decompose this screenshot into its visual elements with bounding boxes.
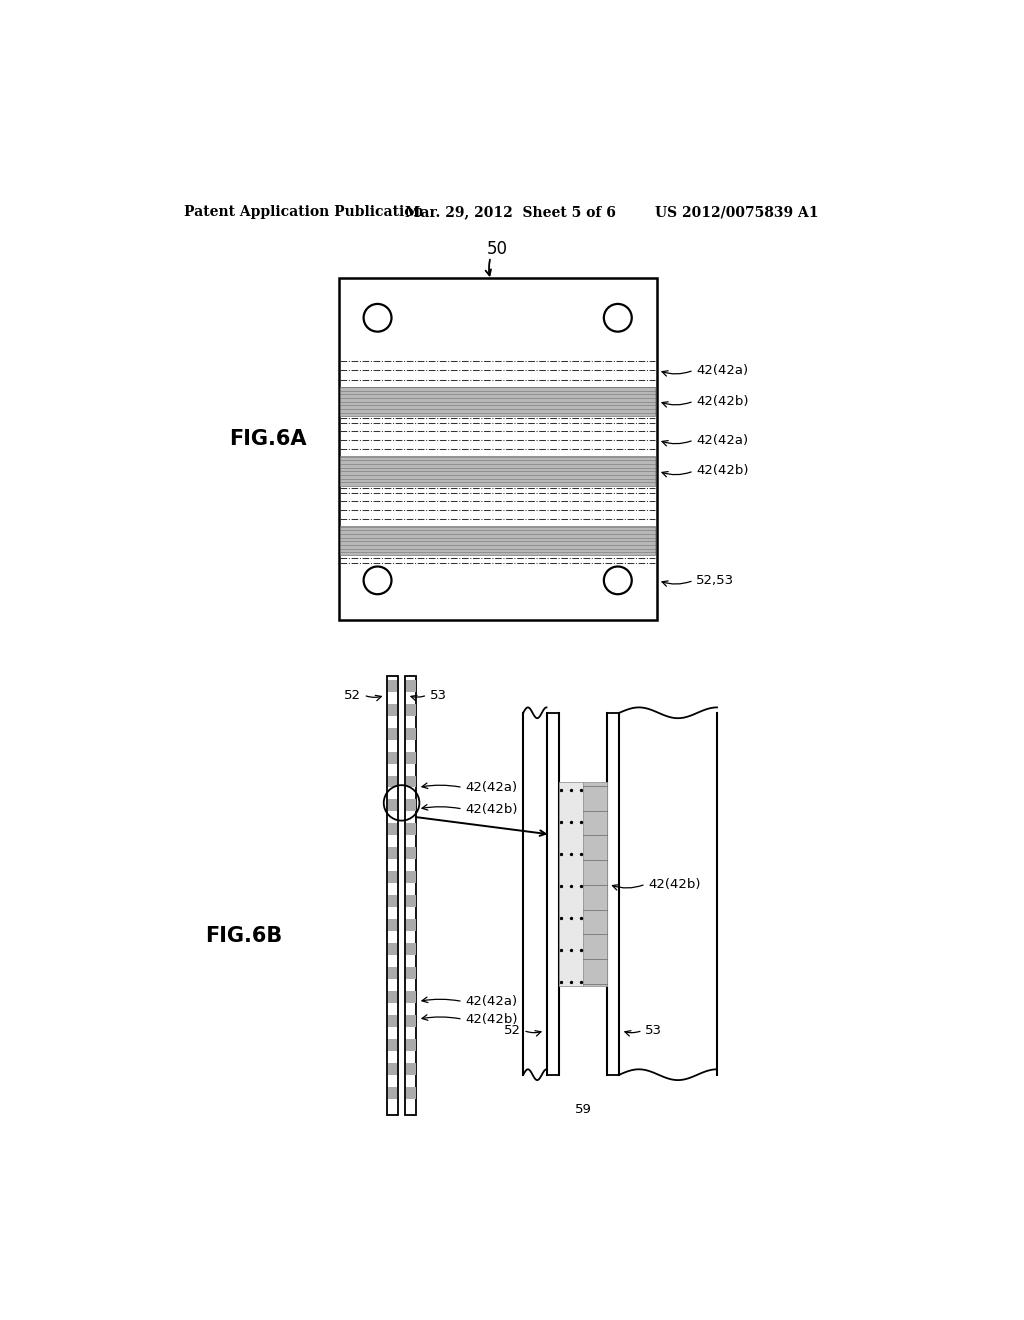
- Text: 53: 53: [645, 1024, 662, 1038]
- Bar: [388, 944, 397, 956]
- Text: 42(42b): 42(42b): [648, 878, 700, 891]
- Bar: [388, 968, 397, 979]
- Bar: [407, 895, 416, 907]
- Text: FIG.6A: FIG.6A: [228, 429, 306, 449]
- Bar: [388, 871, 397, 883]
- Bar: [388, 751, 397, 763]
- Bar: [407, 824, 416, 836]
- Bar: [407, 1063, 416, 1074]
- Bar: [340, 457, 655, 486]
- Bar: [407, 991, 416, 1003]
- Bar: [388, 991, 397, 1003]
- Bar: [340, 387, 655, 416]
- Bar: [388, 704, 397, 715]
- Bar: [407, 727, 416, 739]
- Bar: [407, 944, 416, 956]
- Text: 42(42b): 42(42b): [696, 395, 749, 408]
- Bar: [340, 527, 655, 556]
- Text: 42(42a): 42(42a): [465, 995, 517, 1008]
- Bar: [388, 1015, 397, 1027]
- Bar: [407, 1015, 416, 1027]
- Bar: [407, 847, 416, 859]
- Bar: [559, 781, 583, 986]
- Bar: [388, 824, 397, 836]
- Text: 52: 52: [344, 689, 361, 702]
- Bar: [388, 1039, 397, 1051]
- Text: Mar. 29, 2012  Sheet 5 of 6: Mar. 29, 2012 Sheet 5 of 6: [406, 206, 616, 219]
- Bar: [339, 277, 656, 620]
- Text: 59: 59: [574, 1102, 592, 1115]
- Bar: [407, 680, 416, 692]
- Bar: [406, 676, 417, 1114]
- Text: Patent Application Publication: Patent Application Publication: [183, 206, 424, 219]
- Text: 53: 53: [429, 689, 446, 702]
- Bar: [407, 704, 416, 715]
- Bar: [388, 776, 397, 788]
- Bar: [388, 680, 397, 692]
- Bar: [388, 800, 397, 812]
- Bar: [388, 727, 397, 739]
- Bar: [407, 800, 416, 812]
- Bar: [388, 847, 397, 859]
- Text: FIG.6B: FIG.6B: [206, 927, 283, 946]
- Bar: [388, 919, 397, 931]
- Bar: [407, 1039, 416, 1051]
- Bar: [387, 676, 397, 1114]
- Text: US 2012/0075839 A1: US 2012/0075839 A1: [655, 206, 818, 219]
- Bar: [407, 968, 416, 979]
- Bar: [388, 1063, 397, 1074]
- Bar: [407, 1086, 416, 1100]
- Bar: [388, 1086, 397, 1100]
- Bar: [583, 781, 607, 986]
- Text: 42(42a): 42(42a): [696, 364, 749, 376]
- Text: 42(42b): 42(42b): [465, 1012, 517, 1026]
- Bar: [407, 871, 416, 883]
- Text: 42(42b): 42(42b): [696, 465, 749, 478]
- Bar: [407, 919, 416, 931]
- Text: 52,53: 52,53: [696, 574, 734, 587]
- Bar: [407, 751, 416, 763]
- Bar: [407, 776, 416, 788]
- Text: 50: 50: [487, 240, 508, 259]
- Text: 42(42a): 42(42a): [696, 433, 749, 446]
- Text: 42(42a): 42(42a): [465, 781, 517, 795]
- Bar: [388, 895, 397, 907]
- Text: 52: 52: [504, 1024, 521, 1038]
- Text: 42(42b): 42(42b): [465, 803, 517, 816]
